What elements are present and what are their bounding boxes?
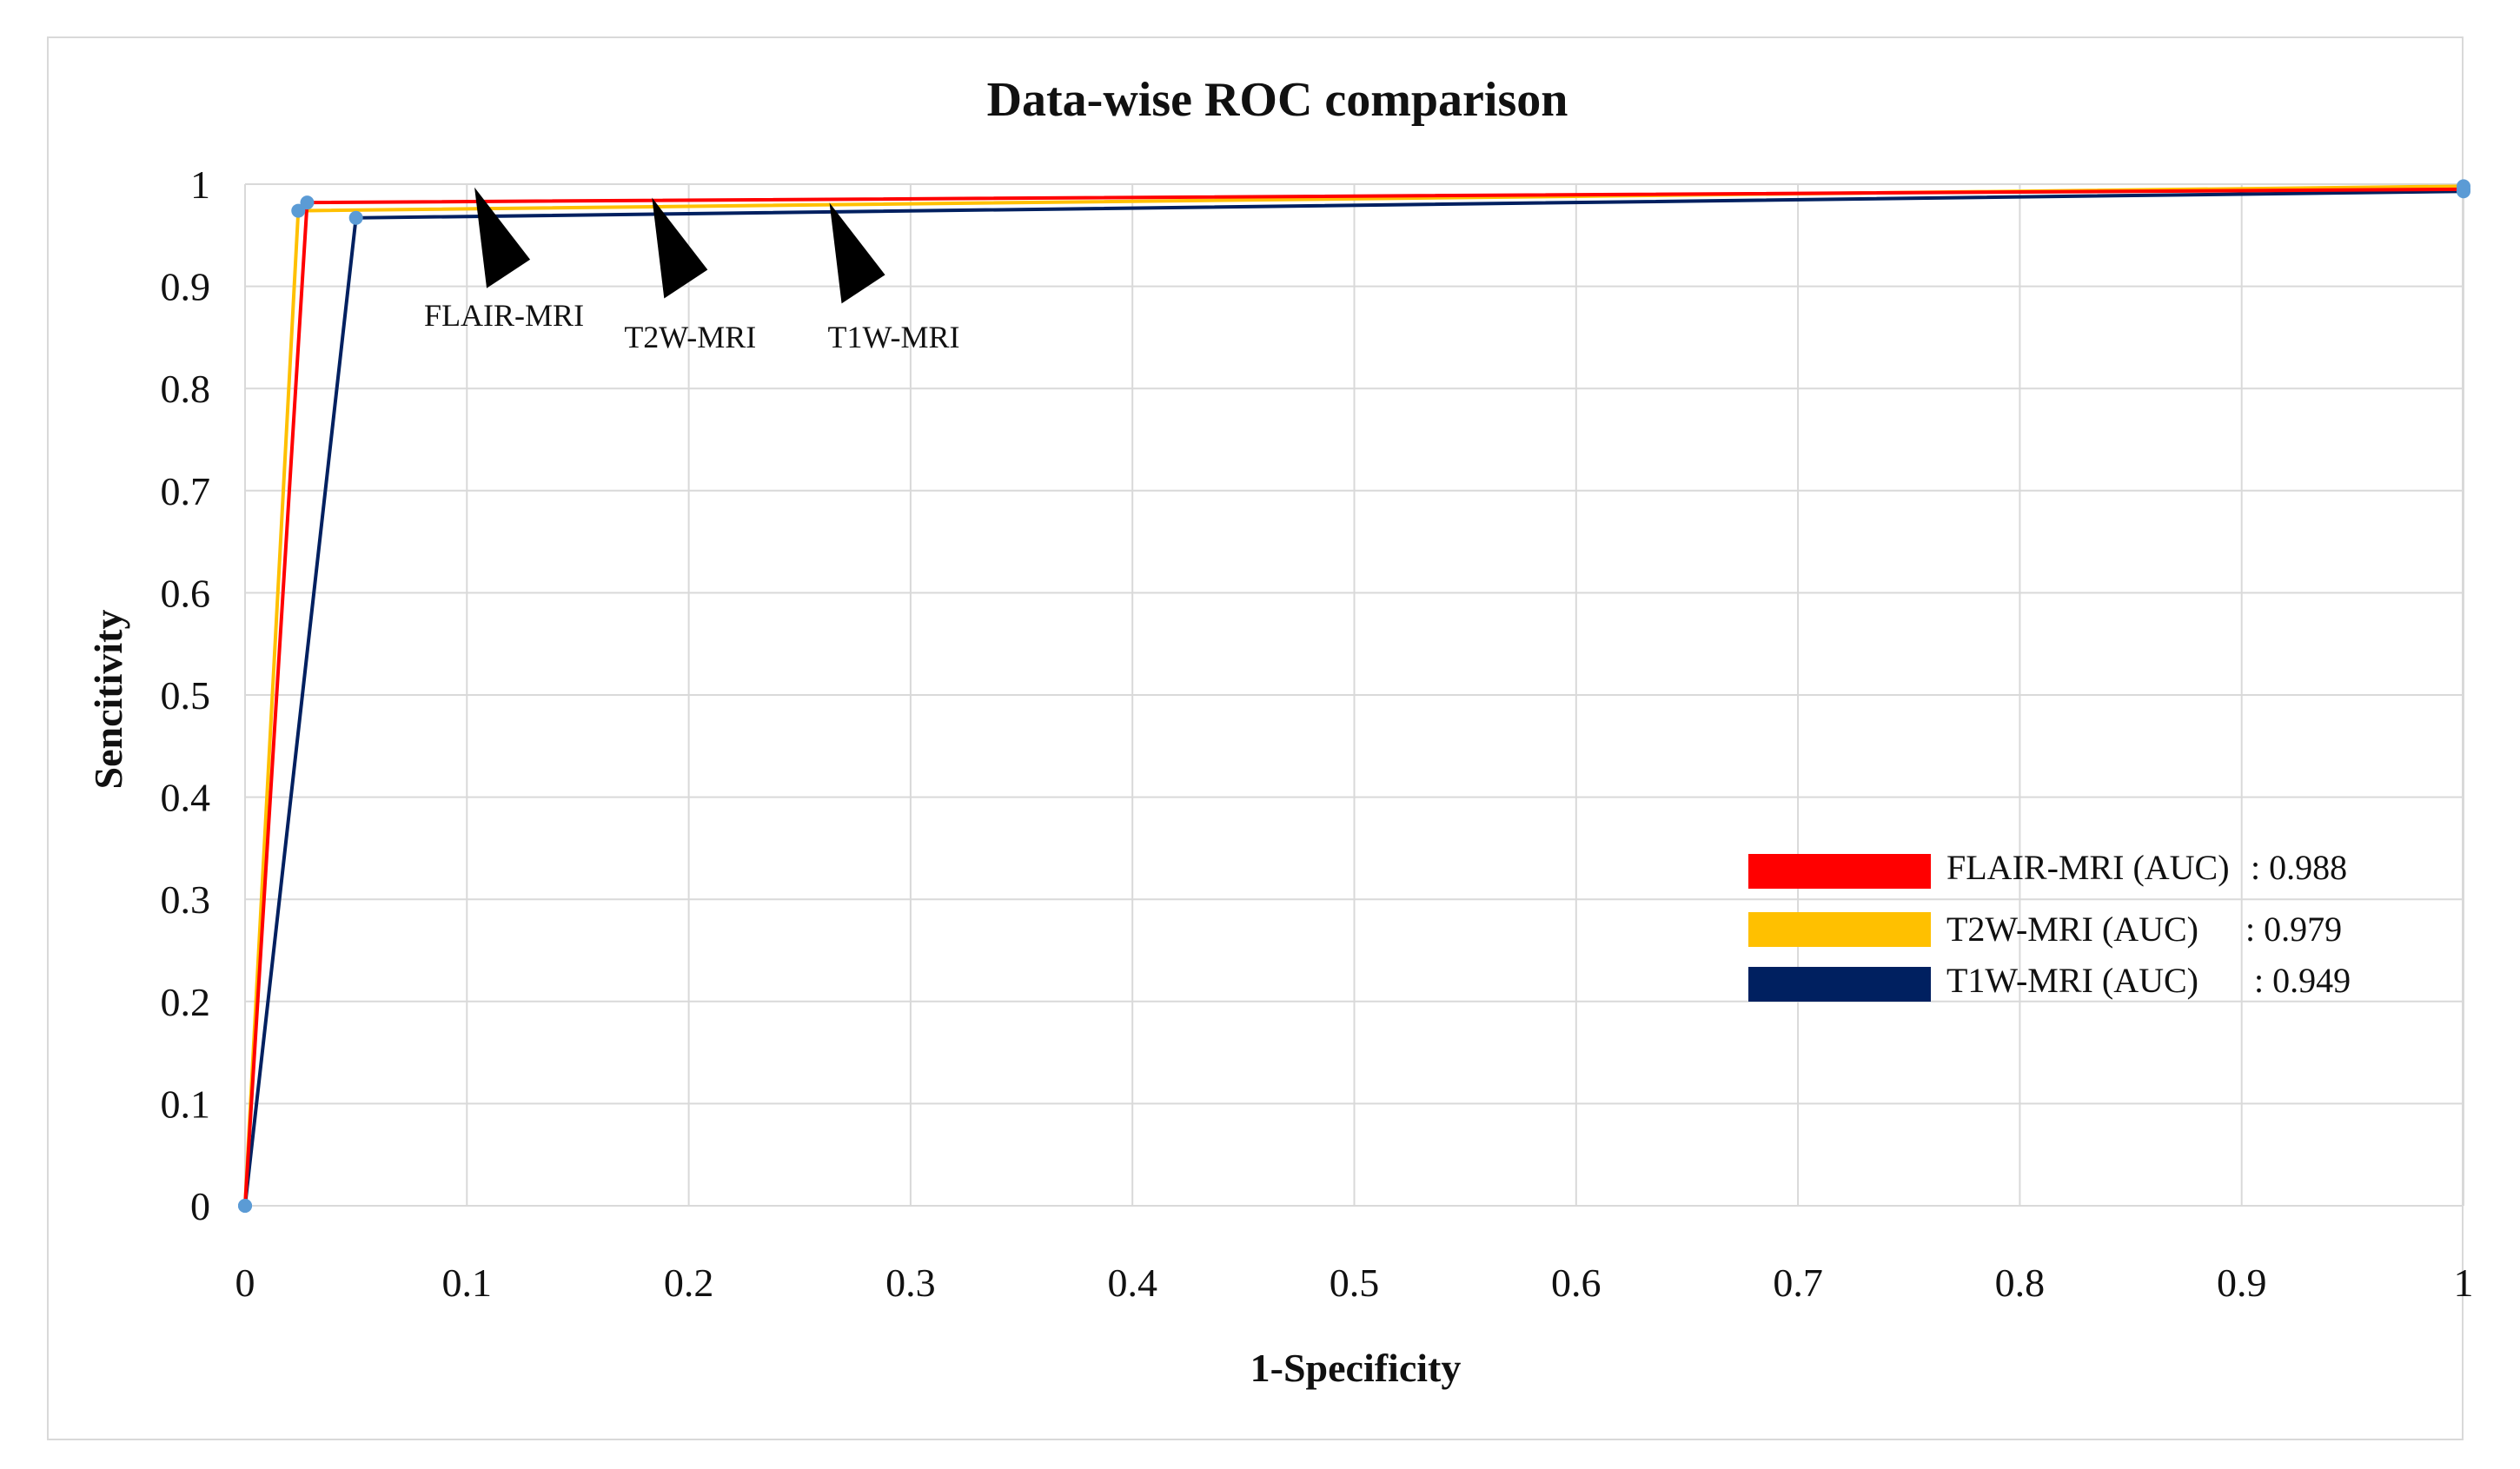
data-point-t1w-mri [348,210,363,225]
x-tick-label: 1 [2454,1261,2474,1305]
x-tick-label: 0.5 [1330,1261,1380,1305]
legend-value-t2w: : 0.979 [2245,910,2342,949]
x-tick-label: 0.9 [2217,1261,2267,1305]
y-tick-label: 0.2 [161,980,211,1024]
data-point-t1w-mri [238,1199,252,1213]
roc-points [238,179,2470,1213]
y-tick-label: 0.8 [161,367,211,411]
y-tick-label: 0.5 [161,673,211,718]
curve-annotations: FLAIR-MRI T2W-MRI T1W-MRI [424,187,960,354]
chart-title: Data-wise ROC comparison [987,73,1568,127]
annotation-label: T2W-MRI [624,320,756,354]
y-tick-label: 0.9 [161,265,211,309]
x-tick-label: 0 [235,1261,255,1305]
legend: FLAIR-MRI (AUC) : 0.988 T2W-MRI (AUC) : … [1748,848,2351,1002]
x-tick-label: 0.1 [442,1261,493,1305]
y-axis-label: Sencitivity [86,610,130,790]
x-tick-label: 0.7 [1773,1261,1823,1305]
x-tick-label: 0.3 [885,1261,936,1305]
data-point-flair-mri [300,195,315,210]
legend-value-flair: : 0.988 [2251,848,2347,887]
x-tick-label: 0.6 [1551,1261,1602,1305]
legend-swatch-t1w [1748,967,1931,1002]
legend-label-t1w: T1W-MRI (AUC) [1946,961,2198,1000]
y-tick-label: 0.6 [161,571,211,615]
annotation-label: T1W-MRI [828,320,960,354]
y-tick-label: 0.1 [161,1082,211,1126]
annotation-arrow [829,202,885,304]
annotation-label: FLAIR-MRI [424,298,584,333]
legend-swatch-flair [1748,854,1931,889]
annotation-arrow [474,187,531,288]
x-tick-label: 0.8 [1995,1261,2046,1305]
x-tick-label: 0.2 [664,1261,714,1305]
y-tick-label: 0 [190,1184,210,1228]
vertical-gridlines [244,184,2464,1206]
y-tick-label: 1 [190,162,210,207]
legend-swatch-t2w [1748,912,1931,947]
legend-value-t1w: : 0.949 [2254,961,2351,1000]
x-tick-label: 0.4 [1107,1261,1157,1305]
legend-label-flair: FLAIR-MRI (AUC) [1946,848,2230,887]
y-tick-label: 0.7 [161,469,211,513]
legend-label-t2w: T2W-MRI (AUC) [1946,910,2198,949]
annotation-arrow [652,197,708,299]
y-tick-label: 0.3 [161,877,211,922]
y-tick-label: 0.4 [161,776,211,820]
data-point-t2w-mri [291,203,306,218]
x-axis-ticks: 0 0.1 0.2 0.3 0.4 0.5 0.6 0.7 0.8 0.9 1 [235,1261,2474,1305]
data-point-t1w-mri [2457,184,2470,199]
y-axis-ticks: 0 0.1 0.2 0.3 0.4 0.5 0.6 0.7 0.8 0.9 1 [161,162,211,1228]
x-axis-label: 1-Specificity [1250,1346,1462,1390]
